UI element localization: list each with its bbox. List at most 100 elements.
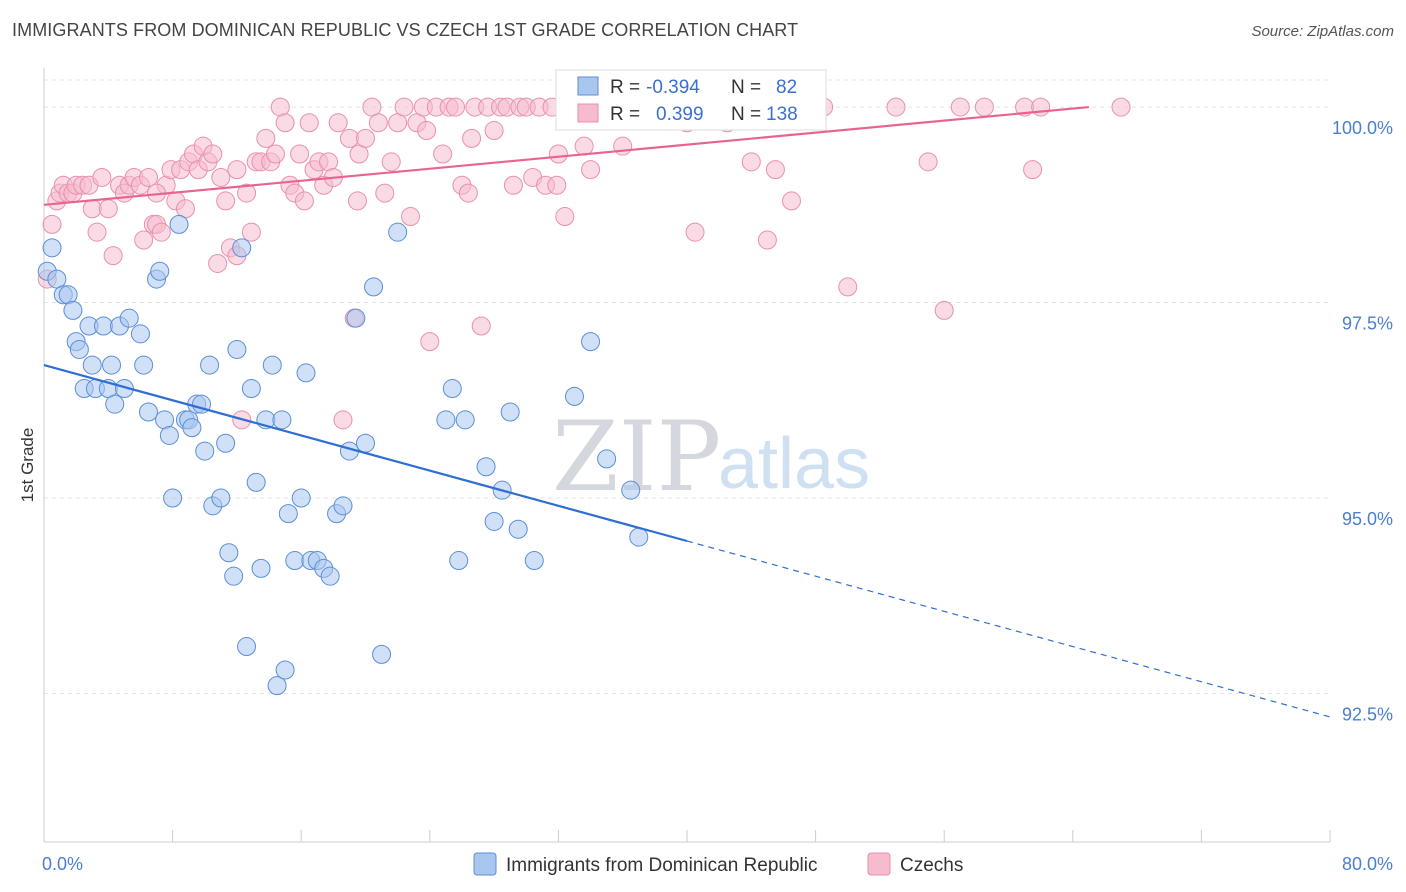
czechs-points <box>37 97 1131 430</box>
dominican-point <box>597 449 617 469</box>
dominican-point <box>356 433 375 453</box>
y-tick-label: 95.0% <box>1342 509 1393 529</box>
dominican-point <box>629 527 649 547</box>
czechs-point <box>328 113 348 133</box>
czechs-point <box>974 97 994 117</box>
czechs-point <box>241 222 261 242</box>
czechs-point <box>950 97 970 117</box>
czechs-point <box>151 222 171 242</box>
dominican-point <box>119 308 139 328</box>
czechs-point <box>275 113 295 133</box>
czechs-point <box>838 277 858 297</box>
y-tick-label: 97.5% <box>1342 314 1393 334</box>
dominican-point <box>93 316 113 336</box>
czechs-point <box>417 121 437 141</box>
dominican-point <box>195 441 215 461</box>
legend-label-czechs: Czechs <box>900 855 963 876</box>
dominican-point <box>508 519 528 539</box>
dominican-point <box>364 277 384 297</box>
czechs-point <box>471 316 491 336</box>
czechs-point <box>237 183 257 203</box>
czechs-point <box>339 128 359 148</box>
czechs-point <box>82 199 102 219</box>
dominican-point <box>333 496 353 516</box>
dominican-point <box>285 551 305 571</box>
y-tick-label: 100.0% <box>1332 118 1393 138</box>
czechs-point <box>375 183 395 203</box>
x-tick-label-max: 80.0% <box>1342 854 1393 874</box>
stats-pink-n-value: 138 <box>766 104 798 125</box>
dominican-point <box>130 324 150 344</box>
czechs-point <box>548 144 568 164</box>
legend-swatch-dominican <box>473 852 497 876</box>
dominican-point <box>564 386 584 406</box>
czechs-point <box>741 152 761 172</box>
czechs-point <box>757 230 777 250</box>
dominican-point <box>163 488 183 508</box>
dominican-point <box>476 457 496 477</box>
dominican-point <box>272 410 292 430</box>
czechs-point <box>216 191 236 211</box>
czechs-point <box>294 191 314 211</box>
czechs-point <box>918 152 938 172</box>
axes: 92.5% 95.0% 97.5% 100.0% 0.0% 80.0% <box>42 68 1393 874</box>
dominican-point <box>484 511 504 531</box>
dominican-point <box>216 433 236 453</box>
stats-blue-n-value: 82 <box>776 77 797 98</box>
czechs-point <box>581 160 601 180</box>
watermark-atlas: atlas <box>718 424 870 504</box>
dominican-point <box>621 480 641 500</box>
czechs-point <box>886 97 906 117</box>
dominican-point <box>200 355 220 375</box>
y-axis-label: 1st Grade <box>18 428 37 503</box>
czechs-point <box>394 97 414 117</box>
dominican-point <box>251 558 271 578</box>
stats-blue-r-value: -0.394 <box>646 77 700 98</box>
dominican-point <box>159 425 179 445</box>
dominican-point <box>372 644 392 664</box>
czechs-point <box>781 191 801 211</box>
legend-swatch-czechs <box>867 852 891 876</box>
dominican-point <box>267 676 287 696</box>
czechs-point <box>503 175 523 195</box>
dominican-point <box>232 238 252 258</box>
dominican-point <box>296 363 316 383</box>
czechs-point <box>368 113 388 133</box>
czechs-point <box>227 160 247 180</box>
czechs-point <box>458 183 478 203</box>
czechs-point <box>555 207 575 227</box>
y-tick-label: 92.5% <box>1342 704 1393 724</box>
dominican-point <box>102 355 122 375</box>
stats-pink-swatch <box>577 103 599 123</box>
dominican-point <box>581 332 601 352</box>
czechs-point <box>211 167 231 187</box>
dominican-point <box>442 379 462 399</box>
dominican-point <box>224 566 244 586</box>
x-tick-label-min: 0.0% <box>42 854 83 874</box>
czechs-point <box>42 214 62 234</box>
czechs-point <box>484 121 504 141</box>
czechs-point <box>256 128 276 148</box>
czechs-point <box>462 128 482 148</box>
dominican-point <box>211 488 231 508</box>
dominican-point <box>241 379 261 399</box>
czechs-point <box>92 167 112 187</box>
dominican-point <box>262 355 282 375</box>
dominican-point <box>436 410 456 430</box>
czechs-point <box>290 144 310 164</box>
czechs-point <box>1031 97 1051 117</box>
dominican-point <box>246 472 266 492</box>
czechs-trend-line <box>43 105 1089 206</box>
stats-blue-r-label: R = <box>610 77 640 98</box>
czechs-point <box>613 136 633 156</box>
trend-lines <box>43 105 1331 718</box>
dominican-point <box>182 418 202 438</box>
dominican-point <box>134 355 154 375</box>
czechs-point <box>381 152 401 172</box>
dominican-point <box>227 339 247 359</box>
watermark: ZIP atlas <box>552 401 870 513</box>
dominican-point <box>169 214 189 234</box>
czechs-point <box>265 144 285 164</box>
stats-pink-n-label: N = <box>731 104 761 125</box>
